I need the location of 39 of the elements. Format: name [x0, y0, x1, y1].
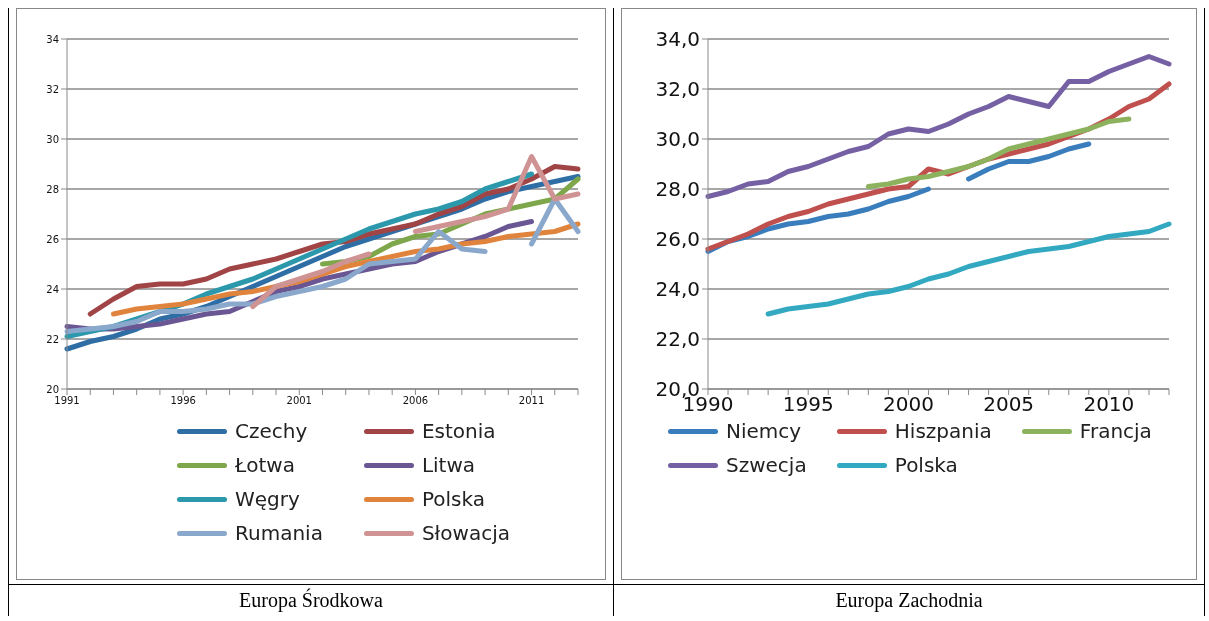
y-tick-label: 22,0 [655, 327, 700, 352]
y-tick-label: 28,0 [655, 177, 700, 202]
legend-label: Litwa [421, 453, 476, 477]
legend-label: Niemcy [726, 419, 802, 443]
y-tick-label: 30 [46, 133, 59, 145]
legend-label: Estonia [421, 419, 496, 443]
legend-label: Francja [1079, 419, 1152, 443]
legend-label: Słowacja [421, 521, 510, 545]
legend-label: Hiszpania [894, 419, 992, 443]
x-tick-label: 2001 [286, 395, 312, 407]
x-tick-label: 1996 [170, 395, 196, 407]
y-tick-label: 22 [46, 333, 59, 345]
y-tick-label: 26,0 [655, 227, 700, 252]
y-tick-label: 32 [46, 83, 59, 95]
x-tick-label: 2010 [1083, 392, 1135, 417]
y-tick-label: 34 [46, 33, 59, 45]
x-tick-label: 1991 [54, 395, 80, 407]
y-tick-label: 34,0 [655, 27, 700, 52]
legend-label: Polska [421, 487, 485, 511]
y-tick-label: 24 [46, 283, 59, 295]
legend-label: Czechy [235, 419, 308, 443]
x-tick-label: 2006 [402, 395, 429, 407]
legend-label: Rumania [235, 521, 323, 545]
y-tick-label: 26 [46, 233, 59, 245]
legend-label: Szwecja [726, 453, 807, 477]
legend-label: Węgry [235, 487, 300, 511]
x-tick-label: 2000 [882, 392, 934, 417]
y-tick-label: 28 [46, 183, 59, 195]
y-tick-label: 30,0 [655, 127, 700, 152]
text: Europa Zachodnia [614, 584, 1204, 616]
text: Europa Środkowa [9, 584, 613, 616]
x-tick-label: 1995 [782, 392, 834, 417]
x-tick-label: 2011 [518, 395, 545, 407]
y-tick-label: 32,0 [655, 77, 700, 102]
legend-label: Polska [894, 453, 958, 477]
y-tick-label: 20 [46, 383, 59, 395]
legend-label: Łotwa [235, 453, 295, 477]
y-tick-label: 24,0 [655, 277, 700, 302]
x-tick-label: 2005 [983, 392, 1035, 417]
